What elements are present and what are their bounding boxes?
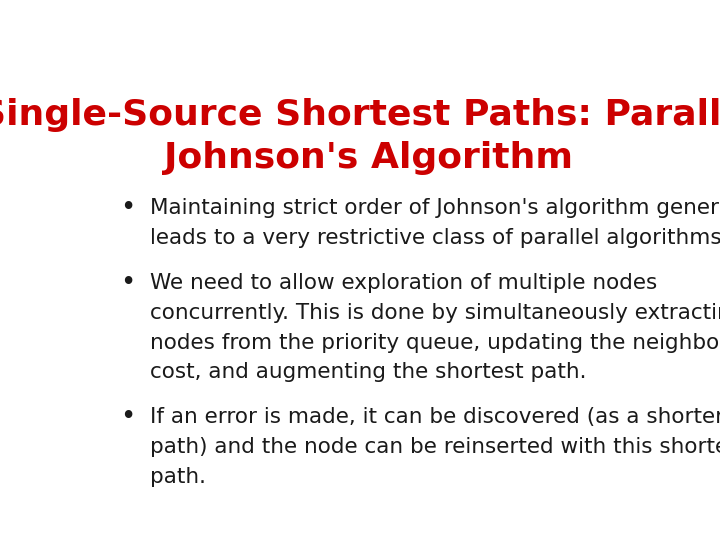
Text: leads to a very restrictive class of parallel algorithms.: leads to a very restrictive class of par… bbox=[150, 228, 720, 248]
Text: We need to allow exploration of multiple nodes: We need to allow exploration of multiple… bbox=[150, 273, 657, 293]
Text: Maintaining strict order of Johnson's algorithm generally: Maintaining strict order of Johnson's al… bbox=[150, 198, 720, 218]
Text: •: • bbox=[120, 404, 135, 430]
Text: Single-Source Shortest Paths: Parallel: Single-Source Shortest Paths: Parallel bbox=[0, 98, 720, 132]
Text: nodes from the priority queue, updating the neighbors': nodes from the priority queue, updating … bbox=[150, 333, 720, 353]
Text: path.: path. bbox=[150, 467, 206, 487]
Text: concurrently. This is done by simultaneously extracting: concurrently. This is done by simultaneo… bbox=[150, 302, 720, 322]
Text: path) and the node can be reinserted with this shorter: path) and the node can be reinserted wit… bbox=[150, 437, 720, 457]
Text: If an error is made, it can be discovered (as a shorter: If an error is made, it can be discovere… bbox=[150, 407, 720, 427]
Text: •: • bbox=[120, 195, 135, 221]
Text: •: • bbox=[120, 269, 135, 296]
Text: cost, and augmenting the shortest path.: cost, and augmenting the shortest path. bbox=[150, 362, 587, 382]
Text: Johnson's Algorithm: Johnson's Algorithm bbox=[164, 141, 574, 176]
